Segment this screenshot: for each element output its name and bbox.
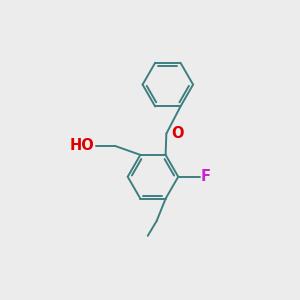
Text: HO: HO <box>70 139 94 154</box>
Text: F: F <box>201 169 211 184</box>
Text: O: O <box>171 126 183 141</box>
